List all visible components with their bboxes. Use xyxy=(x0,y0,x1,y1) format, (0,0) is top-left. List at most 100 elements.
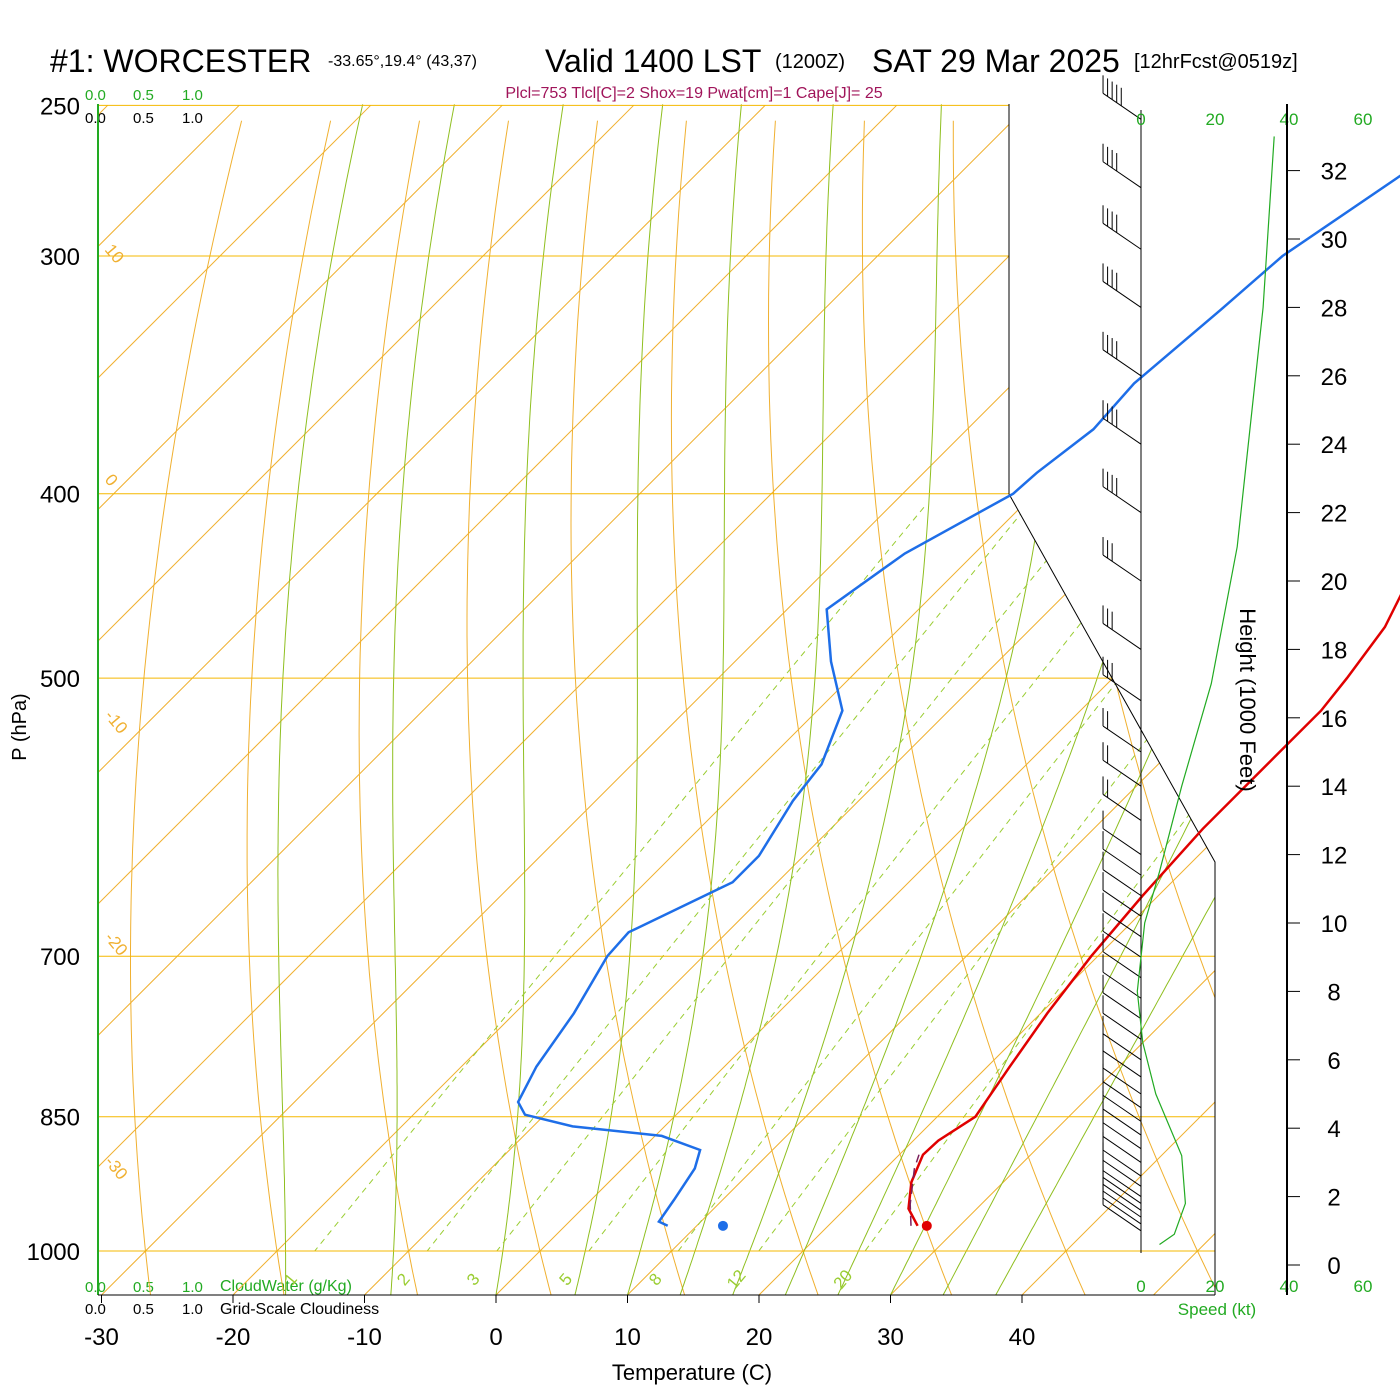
x-axis-label: Temperature (C) xyxy=(612,1360,772,1385)
speed-tick-label-top: 40 xyxy=(1280,110,1299,129)
cloudiness-scale-0: 0.0 xyxy=(85,1301,106,1318)
cloudwater-scale-0: 0.0 xyxy=(85,87,106,104)
cloudiness-scale-1: 0.5 xyxy=(133,110,154,127)
wind-barb-staff xyxy=(1102,554,1142,582)
height-tick-label: 14 xyxy=(1321,774,1348,801)
forecast-info: [12hrFcst@0519z] xyxy=(1134,51,1298,73)
surface-temperature-dot xyxy=(921,1220,932,1231)
wind-barb-staff xyxy=(1102,1033,1142,1061)
valid-time: Valid 1400 LST xyxy=(545,43,761,79)
isotherm-line xyxy=(98,104,372,379)
moist-adiabat-line xyxy=(277,104,364,1295)
temperature-tick-label: 10 xyxy=(614,1324,641,1351)
cloudiness-scale-1: 0.5 xyxy=(133,1301,154,1318)
isotherm-line xyxy=(98,104,1029,1037)
height-tick-label: 30 xyxy=(1321,227,1348,254)
height-tick-label: 26 xyxy=(1321,364,1348,391)
moist-adiabat-line xyxy=(574,104,664,1295)
height-tick-label: 2 xyxy=(1327,1185,1340,1212)
wind-barb-staff xyxy=(1102,930,1142,958)
moist-adiabat-line xyxy=(495,104,564,1295)
wind-speed-line xyxy=(1136,136,1275,1245)
cloudiness-scale-0: 0.0 xyxy=(85,110,106,127)
mixing-ratio-line xyxy=(314,503,928,1251)
temperature-tick-label: 40 xyxy=(1009,1324,1036,1351)
wind-barb-staff xyxy=(1102,1081,1142,1109)
speed-tick-label-top: 20 xyxy=(1206,110,1225,129)
mixing-ratio-label: 3 xyxy=(463,1270,484,1289)
cloudwater-scale-2: 1.0 xyxy=(182,1279,203,1296)
pressure-labels: 250 300 400 500 700 850 1000 xyxy=(27,93,80,1266)
temperature-tick-label: 0 xyxy=(489,1324,502,1351)
wind-barb-staff xyxy=(1102,848,1142,876)
station-coords: -33.65°,19.4° (43,37) xyxy=(328,53,477,70)
pressure-tick-label: 1000 xyxy=(27,1239,80,1266)
station-title: #1: WORCESTER xyxy=(50,43,311,79)
isotherm-line xyxy=(98,104,635,642)
dry-adiabat-line xyxy=(767,120,953,1295)
wind-barb-staff xyxy=(1102,1197,1142,1225)
wind-barb-staff xyxy=(1102,889,1142,917)
dry-adiabat-line xyxy=(466,120,552,1295)
speed-tick-label-bottom: 60 xyxy=(1354,1277,1373,1296)
height-tick-label: 8 xyxy=(1327,979,1340,1006)
wind-barb-staff xyxy=(1102,759,1142,787)
wind-barbs xyxy=(1102,75,1142,1232)
cloudiness-scale-2: 1.0 xyxy=(182,110,203,127)
temperature-labels: -30 -20 -10 0 10 20 30 40 xyxy=(84,1295,1035,1351)
dry-adiabat-line xyxy=(358,120,420,1295)
wind-barb-staff xyxy=(1102,1108,1142,1136)
height-tick-label: 22 xyxy=(1321,501,1348,528)
parcel-line xyxy=(909,1154,920,1226)
cloudwater-scale-0: 0.0 xyxy=(85,1279,106,1296)
cloudiness-title: Grid-Scale Cloudiness xyxy=(220,1301,379,1318)
sounding-params: Plcl=753 Tlcl[C]=2 Shox=19 Pwat[cm]=1 Ca… xyxy=(505,85,882,102)
cloudiness-scale-2: 1.0 xyxy=(182,1301,203,1318)
isotherm-label: 0 xyxy=(101,470,122,489)
wind-barb-staff xyxy=(1102,1094,1142,1122)
moist-adiabat-line xyxy=(390,104,455,1295)
isotherm-line xyxy=(364,443,1215,1295)
wind-barb-staff xyxy=(1102,281,1142,308)
moist-adiabat-line xyxy=(890,598,1215,1295)
dewpoint-line xyxy=(516,174,1400,1227)
mixing-ratio-label: 8 xyxy=(645,1270,666,1289)
wind-barb-staff xyxy=(1102,1136,1142,1163)
temperature-line xyxy=(907,593,1400,1227)
wind-speed-profile xyxy=(1136,136,1275,1245)
mixing-ratio-line xyxy=(426,503,1030,1251)
wind-barb-staff xyxy=(1102,1183,1142,1211)
speed-tick-label-bottom: 40 xyxy=(1280,1277,1299,1296)
temperature-tick-label: -30 xyxy=(84,1324,119,1351)
moist-adiabat-line xyxy=(679,104,834,1295)
wind-barb-staff xyxy=(1102,1170,1142,1198)
cloud-legend-top: 0.0 0.5 1.0 0.0 0.5 1.0 xyxy=(85,87,203,127)
cloud-legend-bottom: 0.0 0.5 1.0 CloudWater (g/Kg) 0.0 0.5 1.… xyxy=(85,1278,379,1318)
dry-adiabat-line xyxy=(570,120,686,1295)
wind-barb-staff xyxy=(1102,1122,1142,1150)
cloudwater-scale-2: 1.0 xyxy=(182,87,203,104)
wind-panel-background xyxy=(1009,104,1285,1295)
mixing-ratio-line xyxy=(588,503,1177,1251)
pressure-tick-label: 300 xyxy=(40,244,80,271)
height-tick-label: 10 xyxy=(1321,911,1348,938)
isotherm-label: -10 xyxy=(101,706,131,737)
wind-barb-staff xyxy=(1102,1050,1142,1078)
height-tick-label: 24 xyxy=(1321,432,1348,459)
isotherm-line xyxy=(890,969,1215,1295)
wind-barb-staff xyxy=(1102,1204,1142,1232)
height-tick-label: 4 xyxy=(1327,1116,1340,1143)
surface-dewpoint-dot xyxy=(717,1220,728,1231)
wind-barb-staff xyxy=(1102,1067,1142,1095)
wind-barb-staff xyxy=(1102,1190,1142,1218)
height-axis-label: Height (1000 Feet) xyxy=(1235,608,1260,791)
wind-barb-staff xyxy=(1102,794,1142,821)
temperature-tick-label: -10 xyxy=(347,1324,382,1351)
moist-adiabat-lines xyxy=(277,104,1215,1295)
mixing-ratio-label: 2 xyxy=(393,1270,414,1289)
temperature-tick-label: 20 xyxy=(746,1324,773,1351)
height-tick-label: 32 xyxy=(1321,159,1348,186)
